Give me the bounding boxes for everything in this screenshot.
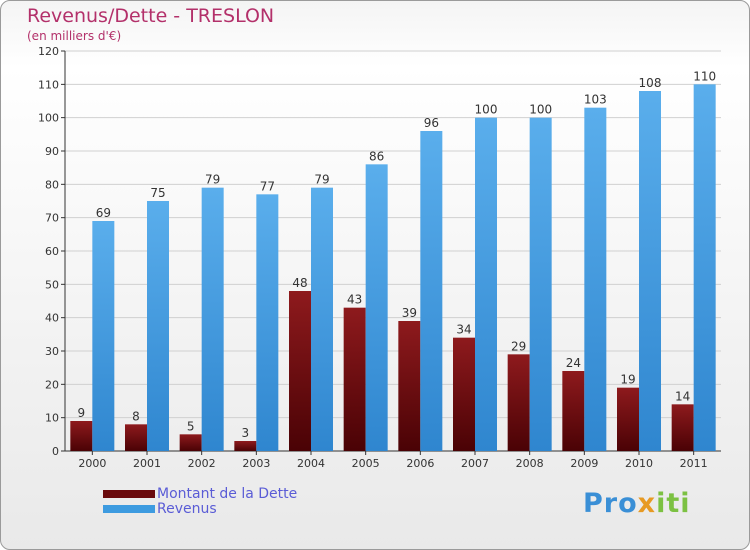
bar-debt [179,434,202,451]
x-tick-label: 2005 [352,457,380,470]
legend-item-revenue: Revenus [103,501,217,517]
bar-revenue [92,221,115,451]
legend-swatch-revenue [103,505,155,513]
y-tick-label: 20 [45,378,59,391]
logo-part-3: iti [656,488,691,519]
y-tick-label: 80 [45,178,59,191]
bar-debt [453,337,475,451]
bar-revenue [147,201,169,451]
y-tick-label: 70 [45,212,59,225]
logo-part-2: x [637,488,657,519]
data-label: 108 [639,76,662,90]
bar-revenue [256,194,279,452]
y-tick-label: 100 [38,112,59,125]
x-tick-label: 2000 [78,457,106,470]
proxiti-logo: Proxiti [583,488,691,519]
data-label: 29 [511,339,526,353]
y-tick-label: 90 [45,145,59,158]
data-label: 8 [132,409,140,423]
data-label: 9 [78,406,86,420]
x-tick-label: 2007 [461,457,489,470]
x-tick-label: 2011 [680,457,708,470]
x-tick-label: 2009 [570,457,598,470]
x-tick-label: 2003 [242,457,270,470]
bar-revenue [693,84,716,451]
y-tick-label: 30 [45,345,59,358]
legend-swatch-debt [103,490,155,498]
data-label: 79 [314,173,329,187]
data-label: 103 [584,93,607,107]
x-tick-label: 2006 [406,457,434,470]
legend-item-debt: Montant de la Dette [103,486,298,502]
bar-revenue [584,107,607,452]
bar-revenue [420,131,443,451]
bar-debt [289,291,311,451]
y-tick-label: 0 [52,445,59,458]
bar-debt [234,441,257,451]
data-label: 110 [693,69,716,83]
data-label: 79 [205,173,220,187]
data-label: 34 [456,323,471,337]
bar-revenue [365,164,388,452]
bar-debt [617,387,639,451]
bar-debt [398,321,421,451]
data-label: 43 [347,293,362,307]
bar-revenue [311,187,333,451]
y-tick-label: 40 [45,312,59,325]
y-tick-label: 110 [38,78,59,91]
y-tick-label: 60 [45,245,59,258]
data-label: 5 [187,419,195,433]
y-tick-label: 50 [45,278,59,291]
data-label: 86 [369,149,384,163]
data-label: 3 [242,426,250,440]
x-tick-label: 2010 [625,457,653,470]
chart-subtitle: (en milliers d'€) [27,29,122,43]
legend-label-debt: Montant de la Dette [157,486,298,502]
data-label: 19 [620,373,635,387]
bar-debt [343,307,366,451]
x-tick-label: 2001 [133,457,161,470]
bar-debt [562,371,585,451]
chart-title: Revenus/Dette - TRESLON [27,5,275,27]
data-label: 39 [402,306,417,320]
data-label: 75 [150,186,165,200]
data-label: 69 [96,206,111,220]
data-label: 100 [475,103,498,117]
x-tick-label: 2008 [516,457,544,470]
data-label: 48 [292,276,307,290]
bar-revenue [201,187,224,451]
bar-revenue [475,117,497,452]
y-tick-label: 120 [38,45,59,58]
bar-debt [671,404,694,451]
bar-debt [125,424,147,451]
data-label: 14 [675,389,690,403]
bar-revenue [639,91,661,451]
legend-label-revenue: Revenus [157,501,217,517]
y-tick-label: 10 [45,412,59,425]
bar-debt [507,354,530,451]
logo-part-1: Pro [583,488,638,519]
x-tick-label: 2002 [188,457,216,470]
bar-revenue [529,117,552,452]
data-label: 100 [529,103,552,117]
data-label: 24 [566,356,581,370]
bar-debt [70,421,93,451]
data-label: 96 [424,116,439,130]
data-label: 77 [260,179,275,193]
x-tick-label: 2004 [297,457,325,470]
